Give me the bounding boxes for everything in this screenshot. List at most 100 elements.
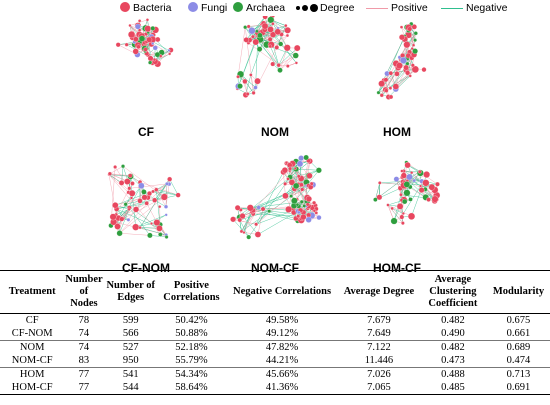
node bbox=[386, 203, 390, 207]
node bbox=[399, 192, 403, 197]
archaea-dot-icon bbox=[233, 2, 243, 12]
node bbox=[297, 210, 301, 215]
header-modularity: Modularity bbox=[486, 270, 550, 314]
network-panels: CF NOM HOM CF-NOM NOM-CF HOM-CF bbox=[0, 13, 550, 278]
network-graph-cf bbox=[115, 18, 174, 68]
edge bbox=[270, 46, 279, 66]
edge bbox=[279, 47, 288, 71]
node bbox=[154, 51, 161, 58]
legend-negative: Negative bbox=[441, 2, 507, 15]
edge bbox=[392, 208, 404, 214]
node bbox=[305, 202, 310, 207]
cell-positive: 54.34% bbox=[175, 369, 208, 380]
cell-treatment: HOM-CF bbox=[0, 381, 65, 395]
node bbox=[300, 187, 305, 192]
node bbox=[292, 52, 299, 59]
node bbox=[261, 22, 269, 30]
node bbox=[283, 44, 291, 52]
node bbox=[378, 181, 382, 185]
node bbox=[168, 52, 172, 56]
node bbox=[284, 161, 289, 165]
cell-clustering: 0.482 bbox=[441, 342, 465, 353]
table-row-hom: HOM 77 541 54.34% 45.66% 7.026 0.488 0.713 bbox=[0, 368, 550, 382]
node bbox=[256, 205, 261, 210]
node bbox=[282, 192, 289, 200]
node bbox=[299, 199, 304, 204]
node bbox=[260, 206, 266, 212]
node bbox=[154, 187, 159, 192]
node bbox=[151, 42, 155, 45]
node bbox=[399, 214, 405, 220]
node bbox=[384, 88, 389, 93]
edge bbox=[108, 174, 129, 193]
node bbox=[376, 194, 383, 201]
node bbox=[388, 94, 394, 100]
edge bbox=[237, 27, 246, 77]
node bbox=[128, 30, 136, 39]
edge bbox=[119, 179, 170, 234]
node bbox=[402, 198, 408, 205]
edge bbox=[283, 171, 295, 190]
node bbox=[431, 195, 439, 203]
edge bbox=[290, 186, 311, 197]
cell-degree: 7.679 bbox=[367, 315, 391, 326]
legend-fungi: Fungi bbox=[188, 2, 227, 15]
node bbox=[426, 197, 431, 202]
node bbox=[278, 41, 284, 47]
node bbox=[136, 44, 141, 50]
node bbox=[296, 174, 301, 179]
node bbox=[373, 197, 378, 202]
node bbox=[164, 235, 169, 239]
edge bbox=[152, 191, 179, 196]
network-label-nom: NOM bbox=[261, 125, 289, 139]
cell-edges: 544 bbox=[103, 381, 158, 395]
cell-nodes: 83 bbox=[64, 354, 104, 368]
node bbox=[175, 192, 181, 198]
node bbox=[237, 217, 243, 223]
node bbox=[312, 200, 317, 205]
node bbox=[274, 45, 280, 50]
edge bbox=[139, 182, 179, 196]
node bbox=[145, 18, 150, 22]
node bbox=[114, 223, 121, 230]
node bbox=[401, 221, 405, 225]
node bbox=[417, 169, 422, 174]
node bbox=[423, 171, 431, 178]
node bbox=[248, 27, 256, 35]
node bbox=[294, 61, 298, 65]
node bbox=[291, 197, 298, 205]
node bbox=[239, 213, 246, 220]
edge bbox=[375, 182, 381, 200]
node bbox=[410, 171, 414, 175]
network-graph-hom-cf bbox=[373, 160, 441, 225]
node bbox=[422, 179, 430, 187]
node bbox=[392, 83, 399, 90]
bacteria-dot-icon bbox=[120, 2, 130, 12]
node bbox=[418, 187, 425, 193]
node bbox=[288, 166, 293, 171]
node bbox=[394, 71, 400, 77]
edge bbox=[233, 219, 257, 225]
cell-negative: 45.66% bbox=[265, 369, 299, 380]
cell-nodes: 77 bbox=[64, 381, 104, 395]
edge bbox=[146, 203, 158, 223]
node bbox=[146, 36, 153, 43]
node bbox=[285, 205, 292, 213]
node bbox=[288, 179, 296, 186]
cell-negative: 49.58% bbox=[265, 315, 299, 326]
node bbox=[293, 44, 301, 52]
node bbox=[132, 48, 139, 55]
node bbox=[277, 67, 283, 73]
cell-positive: 50.88% bbox=[157, 327, 225, 341]
table-row-nom: NOM 74 527 52.18% 47.82% 7.122 0.482 0.689 bbox=[0, 341, 550, 355]
legend-positive: Positive bbox=[366, 2, 428, 15]
node bbox=[390, 217, 398, 225]
node bbox=[246, 204, 254, 212]
node bbox=[123, 202, 128, 207]
node bbox=[281, 167, 289, 174]
cell-nodes: 77 bbox=[78, 369, 90, 380]
edge bbox=[259, 39, 279, 66]
legend-archaea: Archaea bbox=[233, 2, 285, 15]
node bbox=[412, 178, 416, 183]
network-graph-hom bbox=[376, 21, 427, 100]
